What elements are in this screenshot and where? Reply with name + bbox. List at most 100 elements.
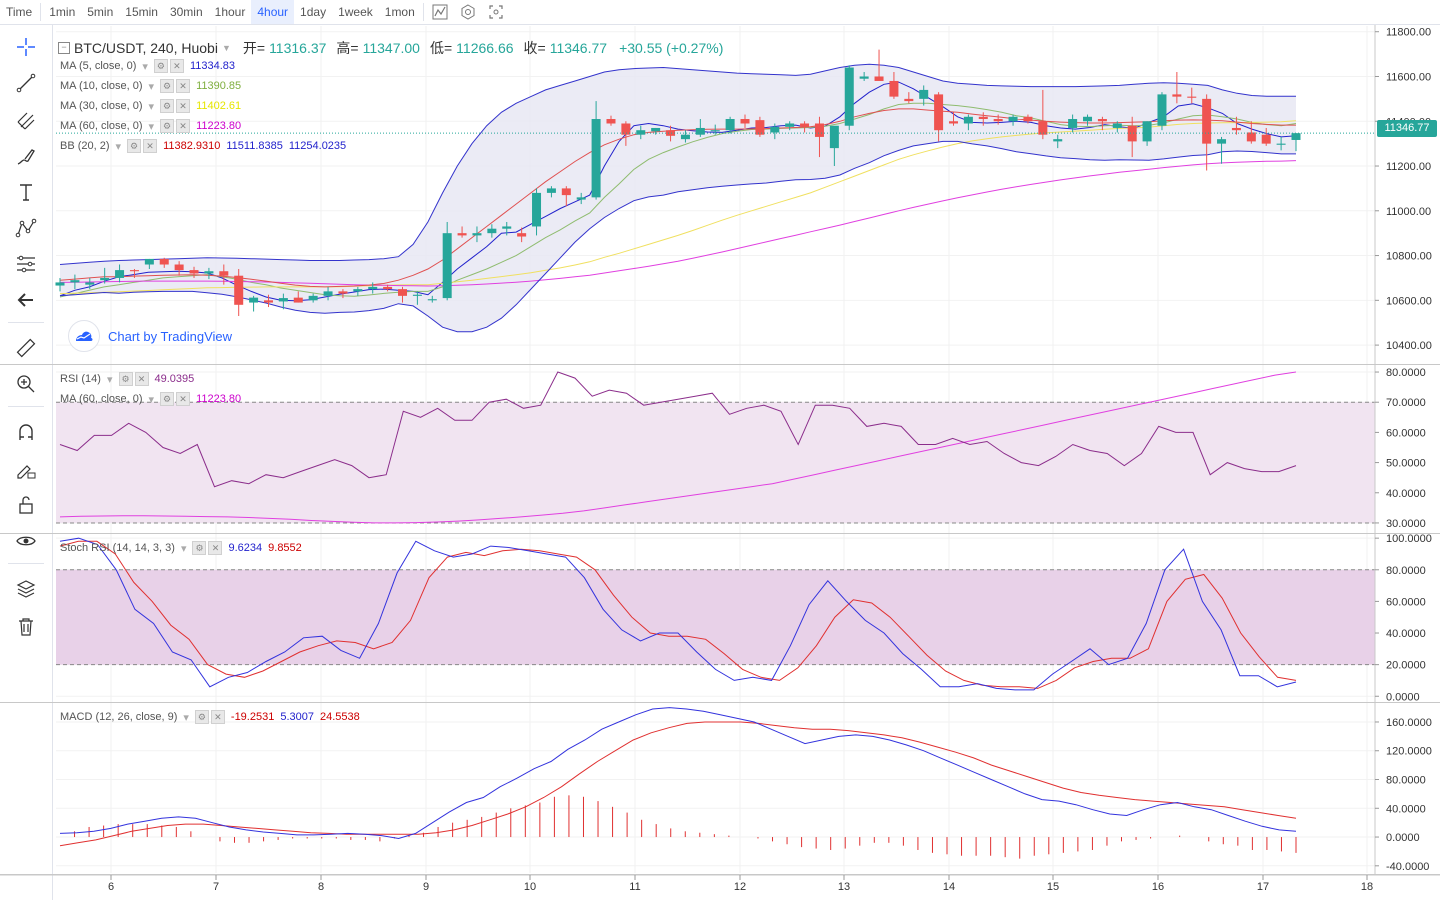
candle[interactable]	[129, 268, 139, 278]
candle[interactable]	[338, 289, 348, 299]
candle[interactable]	[829, 125, 839, 167]
legend-dropdown-icon[interactable]: ▾	[148, 100, 155, 113]
legend-close-icon[interactable]: ✕	[176, 99, 191, 113]
candle[interactable]	[85, 277, 95, 290]
candle[interactable]	[219, 264, 229, 285]
candle[interactable]	[621, 121, 631, 146]
legend-dropdown-icon[interactable]: ▾	[148, 80, 155, 93]
legend-stoch-rsi[interactable]: Stoch RSI (14, 14, 3, 3) ▾ ⚙ ✕ 9.6234 9.8552	[60, 541, 302, 555]
candle[interactable]	[502, 221, 512, 236]
trash-icon[interactable]	[8, 612, 44, 640]
candle[interactable]	[904, 92, 914, 104]
settings-icon[interactable]	[454, 0, 482, 24]
legend-close-icon[interactable]: ✕	[176, 119, 191, 133]
timeframe-30min[interactable]: 30min	[169, 5, 203, 19]
candle[interactable]	[383, 284, 393, 292]
candle[interactable]	[874, 49, 884, 81]
candle[interactable]	[1172, 72, 1182, 104]
candle[interactable]	[1202, 94, 1212, 171]
legend-rsi-1[interactable]: MA (60, close, 0) ▾ ⚙ ✕ 11223.80	[60, 392, 241, 406]
symbol-dropdown-icon[interactable]: ▼	[221, 43, 231, 53]
candle[interactable]	[666, 125, 676, 142]
rsi-pane[interactable]	[56, 371, 1375, 524]
timeframe-1week[interactable]: 1week	[338, 5, 373, 19]
legend-settings-icon[interactable]: ⚙	[127, 139, 142, 153]
pattern-icon[interactable]	[8, 214, 44, 242]
candle[interactable]	[368, 282, 378, 294]
magnet-icon[interactable]	[8, 419, 44, 447]
candle[interactable]	[1261, 127, 1271, 146]
candle[interactable]	[234, 268, 244, 316]
text-icon[interactable]	[8, 178, 44, 206]
crosshair-icon[interactable]	[8, 33, 44, 61]
candle[interactable]	[576, 192, 586, 205]
candle[interactable]	[517, 227, 527, 243]
candle[interactable]	[204, 267, 214, 280]
candle[interactable]	[680, 130, 690, 143]
candle[interactable]	[308, 293, 318, 303]
symbol-label[interactable]: BTC/USDT, 240, Huobi	[74, 40, 218, 56]
candle[interactable]	[1231, 116, 1241, 135]
eye-icon[interactable]	[8, 527, 44, 555]
candle[interactable]	[889, 72, 899, 99]
candle[interactable]	[70, 274, 80, 290]
candle[interactable]	[487, 224, 497, 238]
macd-pane[interactable]	[59, 707, 1297, 859]
legend-settings-icon[interactable]: ⚙	[194, 710, 209, 724]
collapse-icon[interactable]: −	[58, 42, 70, 54]
candle[interactable]	[695, 119, 705, 137]
legend-close-icon[interactable]: ✕	[143, 139, 158, 153]
candle[interactable]	[919, 85, 929, 106]
candle[interactable]	[457, 226, 467, 238]
candle[interactable]	[144, 258, 154, 269]
candle[interactable]	[159, 257, 169, 268]
candle[interactable]	[770, 123, 780, 140]
legend-close-icon[interactable]: ✕	[210, 710, 225, 724]
candle[interactable]	[546, 186, 556, 198]
legend-main-2[interactable]: MA (30, close, 0) ▾ ⚙ ✕ 11402.61	[60, 99, 241, 113]
candle[interactable]	[1187, 87, 1197, 104]
candle[interactable]	[844, 65, 854, 131]
stoch-rsi-pane[interactable]	[56, 537, 1375, 691]
timeframe-4hour[interactable]: 4hour	[251, 0, 295, 24]
legend-dropdown-icon[interactable]: ▾	[183, 711, 189, 724]
fib-icon[interactable]	[8, 250, 44, 278]
legend-main-3[interactable]: MA (60, close, 0) ▾ ⚙ ✕ 11223.80	[60, 119, 241, 133]
back-arrow-icon[interactable]	[8, 286, 44, 314]
candle[interactable]	[948, 112, 958, 126]
timeframe-1hour[interactable]: 1hour	[214, 5, 246, 19]
legend-dropdown-icon[interactable]: ▾	[180, 542, 187, 555]
lock-draw-icon[interactable]	[8, 455, 44, 483]
candle[interactable]	[278, 293, 288, 310]
candle[interactable]	[1112, 121, 1122, 133]
legend-close-icon[interactable]: ✕	[169, 59, 184, 73]
candle[interactable]	[591, 101, 601, 200]
tradingview-watermark[interactable]: Chart by TradingView	[68, 320, 232, 352]
candle[interactable]	[412, 291, 422, 305]
candle[interactable]	[174, 261, 184, 276]
candle[interactable]	[427, 295, 437, 303]
timeframe-time[interactable]: Time	[6, 5, 33, 19]
fullscreen-icon[interactable]	[482, 0, 510, 24]
legend-dropdown-icon[interactable]: ▾	[115, 140, 122, 153]
timeframe-1day[interactable]: 1day	[300, 5, 327, 19]
candle[interactable]	[710, 124, 720, 135]
candle[interactable]	[323, 286, 333, 301]
candle[interactable]	[472, 226, 482, 243]
legend-settings-icon[interactable]: ⚙	[118, 372, 133, 386]
candle[interactable]	[398, 286, 408, 303]
legend-settings-icon[interactable]: ⚙	[153, 59, 168, 73]
candle[interactable]	[993, 114, 1003, 125]
candle[interactable]	[800, 121, 810, 133]
legend-dropdown-icon[interactable]: ▾	[148, 120, 155, 133]
candle[interactable]	[978, 112, 988, 126]
candle[interactable]	[263, 294, 273, 308]
pitchfork-icon[interactable]	[8, 107, 44, 135]
timeframe-5min[interactable]: 5min	[87, 5, 114, 19]
candle[interactable]	[1276, 136, 1286, 151]
candle[interactable]	[1038, 89, 1048, 140]
timeframe-15min[interactable]: 15min	[125, 5, 158, 19]
trend-line-icon[interactable]	[8, 69, 44, 97]
candle[interactable]	[532, 188, 542, 236]
